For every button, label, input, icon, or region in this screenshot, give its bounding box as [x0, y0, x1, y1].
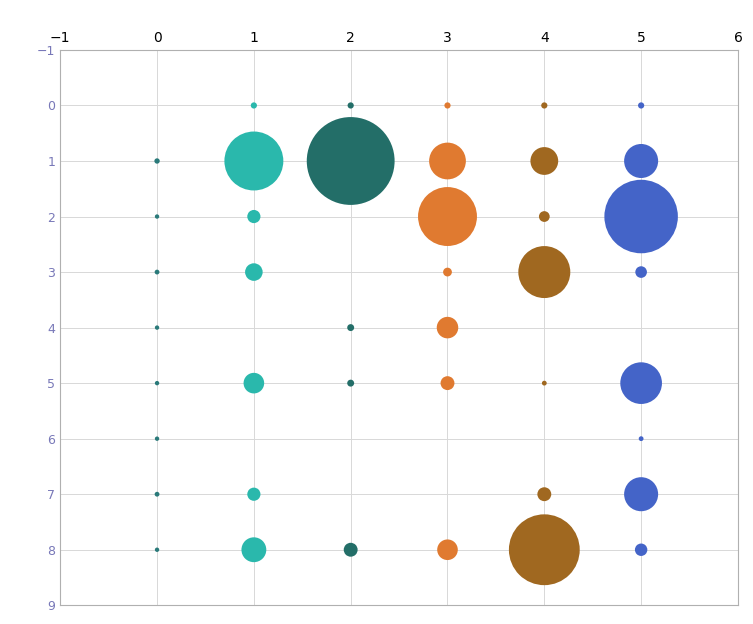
Point	[538, 212, 550, 222]
Point	[538, 545, 550, 555]
Point	[441, 156, 453, 166]
Point	[151, 545, 163, 555]
Point	[441, 378, 453, 388]
Point	[538, 156, 550, 166]
Point	[151, 212, 163, 222]
Point	[635, 545, 647, 555]
Point	[248, 489, 260, 499]
Point	[151, 489, 163, 499]
Point	[151, 156, 163, 166]
Point	[345, 323, 357, 333]
Point	[248, 100, 260, 110]
Point	[635, 100, 647, 110]
Point	[538, 267, 550, 277]
Point	[441, 100, 453, 110]
Point	[151, 267, 163, 277]
Point	[151, 378, 163, 388]
Point	[345, 156, 357, 166]
Point	[538, 378, 550, 388]
Point	[151, 323, 163, 333]
Point	[248, 267, 260, 277]
Point	[441, 267, 453, 277]
Point	[538, 100, 550, 110]
Point	[248, 378, 260, 388]
Point	[538, 489, 550, 499]
Point	[441, 545, 453, 555]
Point	[635, 212, 647, 222]
Point	[635, 434, 647, 444]
Point	[345, 378, 357, 388]
Point	[635, 489, 647, 499]
Point	[151, 434, 163, 444]
Point	[441, 212, 453, 222]
Point	[441, 323, 453, 333]
Point	[635, 378, 647, 388]
Point	[635, 156, 647, 166]
Point	[345, 100, 357, 110]
Point	[248, 156, 260, 166]
Point	[345, 545, 357, 555]
Point	[248, 212, 260, 222]
Point	[635, 267, 647, 277]
Point	[248, 545, 260, 555]
